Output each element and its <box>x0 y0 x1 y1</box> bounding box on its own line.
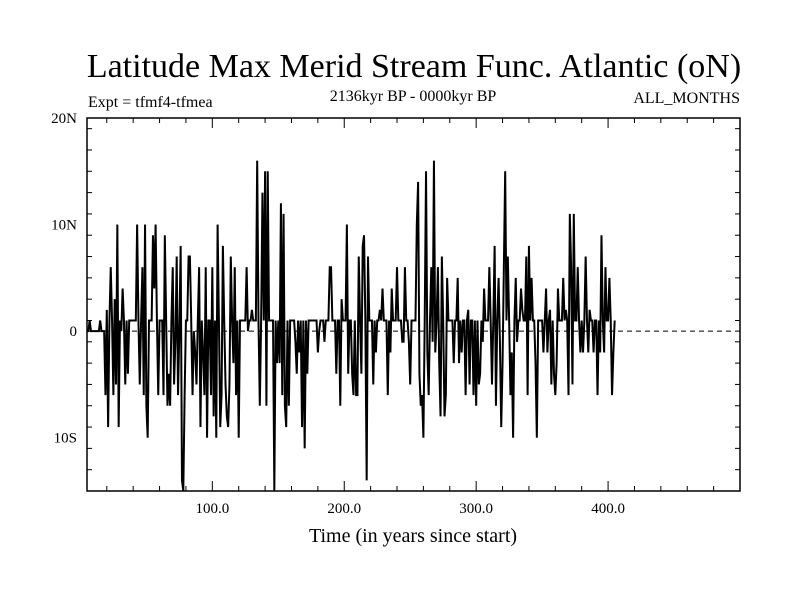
x-axis-label: Time (in years since start) <box>309 525 517 547</box>
experiment-label: Expt = tfmf4-tfmea <box>88 94 213 111</box>
x-tick-label: 400.0 <box>591 501 625 517</box>
y-tick-label: 0 <box>70 324 78 340</box>
plot-frame <box>86 117 741 492</box>
x-tick-label: 300.0 <box>459 501 493 517</box>
y-tick-label: 10S <box>54 431 77 447</box>
x-tick-label: 100.0 <box>195 501 229 517</box>
time-range-label: 2136kyr BP - 0000kyr BP <box>330 88 497 105</box>
months-label: ALL_MONTHS <box>633 90 740 107</box>
y-axis: 20N 10N 0 10S <box>51 111 740 492</box>
x-axis: 100.0 200.0 300.0 400.0 <box>106 118 741 517</box>
chart-title: Latitude Max Merid Stream Func. Atlantic… <box>87 48 741 85</box>
plot-area: 100.0 200.0 300.0 400.0 20N 10N 0 10S <box>51 111 741 517</box>
x-tick-label: 200.0 <box>327 501 361 517</box>
y-tick-label: 10N <box>51 218 77 234</box>
y-tick-label: 20N <box>51 111 77 127</box>
series-line <box>87 160 616 492</box>
